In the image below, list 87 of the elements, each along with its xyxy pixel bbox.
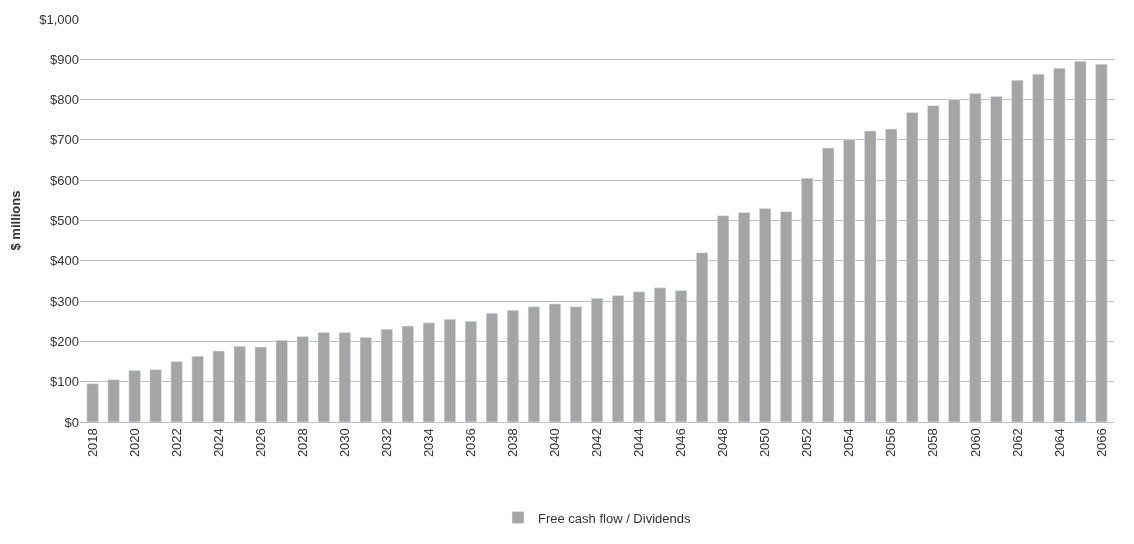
x-tick-label: 2046 xyxy=(673,428,689,458)
y-tick-label: $600 xyxy=(50,172,79,188)
bar xyxy=(801,177,814,422)
bar xyxy=(401,325,414,422)
x-tick-label: 2052 xyxy=(799,428,815,458)
bar xyxy=(654,287,667,422)
x-tick-label: 2028 xyxy=(294,428,310,458)
bar xyxy=(611,295,625,422)
x-tick-label: 2050 xyxy=(757,428,773,458)
bar xyxy=(254,346,267,422)
bar xyxy=(633,291,646,422)
bar xyxy=(1032,73,1045,422)
y-tick-label: $100 xyxy=(50,374,79,390)
bar xyxy=(296,336,309,422)
bar xyxy=(759,208,772,422)
bar xyxy=(170,361,183,422)
bar xyxy=(1095,63,1108,422)
bar xyxy=(864,130,877,422)
x-tick-label: 2064 xyxy=(1051,428,1067,458)
y-tick-label: $200 xyxy=(50,333,79,349)
bar xyxy=(717,215,730,422)
bar xyxy=(212,350,225,422)
bar xyxy=(485,312,498,422)
x-tick-label: 2022 xyxy=(168,428,184,458)
bar xyxy=(338,332,351,422)
x-tick-label: 2066 xyxy=(1093,428,1109,458)
x-tick-label: 2042 xyxy=(589,428,605,458)
x-tick-label: 2054 xyxy=(841,428,857,458)
x-tick-label: 2044 xyxy=(631,428,647,458)
bar xyxy=(107,379,120,422)
bar xyxy=(738,212,751,422)
bar xyxy=(359,337,372,422)
bar xyxy=(1011,80,1024,422)
y-tick-label: $500 xyxy=(50,213,79,229)
bar xyxy=(822,147,835,422)
bar xyxy=(990,96,1003,422)
bar xyxy=(569,306,583,422)
bar xyxy=(191,356,204,422)
y-tick-label: $300 xyxy=(50,293,79,309)
bar xyxy=(149,369,162,422)
x-tick-label: 2056 xyxy=(883,428,899,458)
y-tick-label: $1,000 xyxy=(39,11,79,27)
bar xyxy=(464,321,477,422)
y-tick-label: $700 xyxy=(50,132,79,148)
bar xyxy=(906,112,919,422)
bar xyxy=(696,252,709,422)
bar xyxy=(275,339,288,422)
y-tick-label: $900 xyxy=(50,51,79,67)
x-tick-label: 2024 xyxy=(210,428,226,458)
bar xyxy=(948,99,961,422)
bar xyxy=(969,93,982,422)
y-axis-title: $ millions xyxy=(8,190,24,251)
bar xyxy=(548,303,561,422)
x-tick-label: 2020 xyxy=(126,428,142,458)
x-tick-label: 2032 xyxy=(379,428,395,458)
bar xyxy=(233,345,246,422)
x-tick-label: 2060 xyxy=(967,428,983,458)
x-tick-label: 2048 xyxy=(715,428,731,458)
bar xyxy=(885,128,898,422)
bar xyxy=(590,298,604,422)
x-tick-label: 2036 xyxy=(463,428,479,458)
y-tick-label: $800 xyxy=(50,92,79,108)
x-tick-label: 2040 xyxy=(547,428,563,458)
x-tick-label: 2038 xyxy=(505,428,521,458)
x-tick-label: 2062 xyxy=(1009,428,1025,458)
bar xyxy=(843,139,856,422)
bar xyxy=(86,383,99,422)
bar xyxy=(443,318,456,422)
bar xyxy=(506,310,519,422)
bar xyxy=(128,370,141,422)
bar xyxy=(675,290,688,422)
x-tick-label: 2026 xyxy=(252,428,268,458)
x-tick-label: 2058 xyxy=(925,428,941,458)
legend-label: Free cash flow / Dividends xyxy=(538,510,691,526)
bar xyxy=(380,329,393,422)
bar xyxy=(317,332,330,422)
bar xyxy=(927,105,940,422)
y-tick-label: $0 xyxy=(64,414,79,430)
y-tick-label: $400 xyxy=(50,253,79,269)
x-tick-label: 2018 xyxy=(84,428,100,458)
bar xyxy=(527,306,540,422)
bar xyxy=(422,322,435,422)
x-tick-label: 2034 xyxy=(421,428,437,458)
bar xyxy=(1053,67,1066,422)
x-tick-label: 2030 xyxy=(337,428,353,458)
bar xyxy=(780,211,793,422)
bar xyxy=(1074,61,1087,422)
